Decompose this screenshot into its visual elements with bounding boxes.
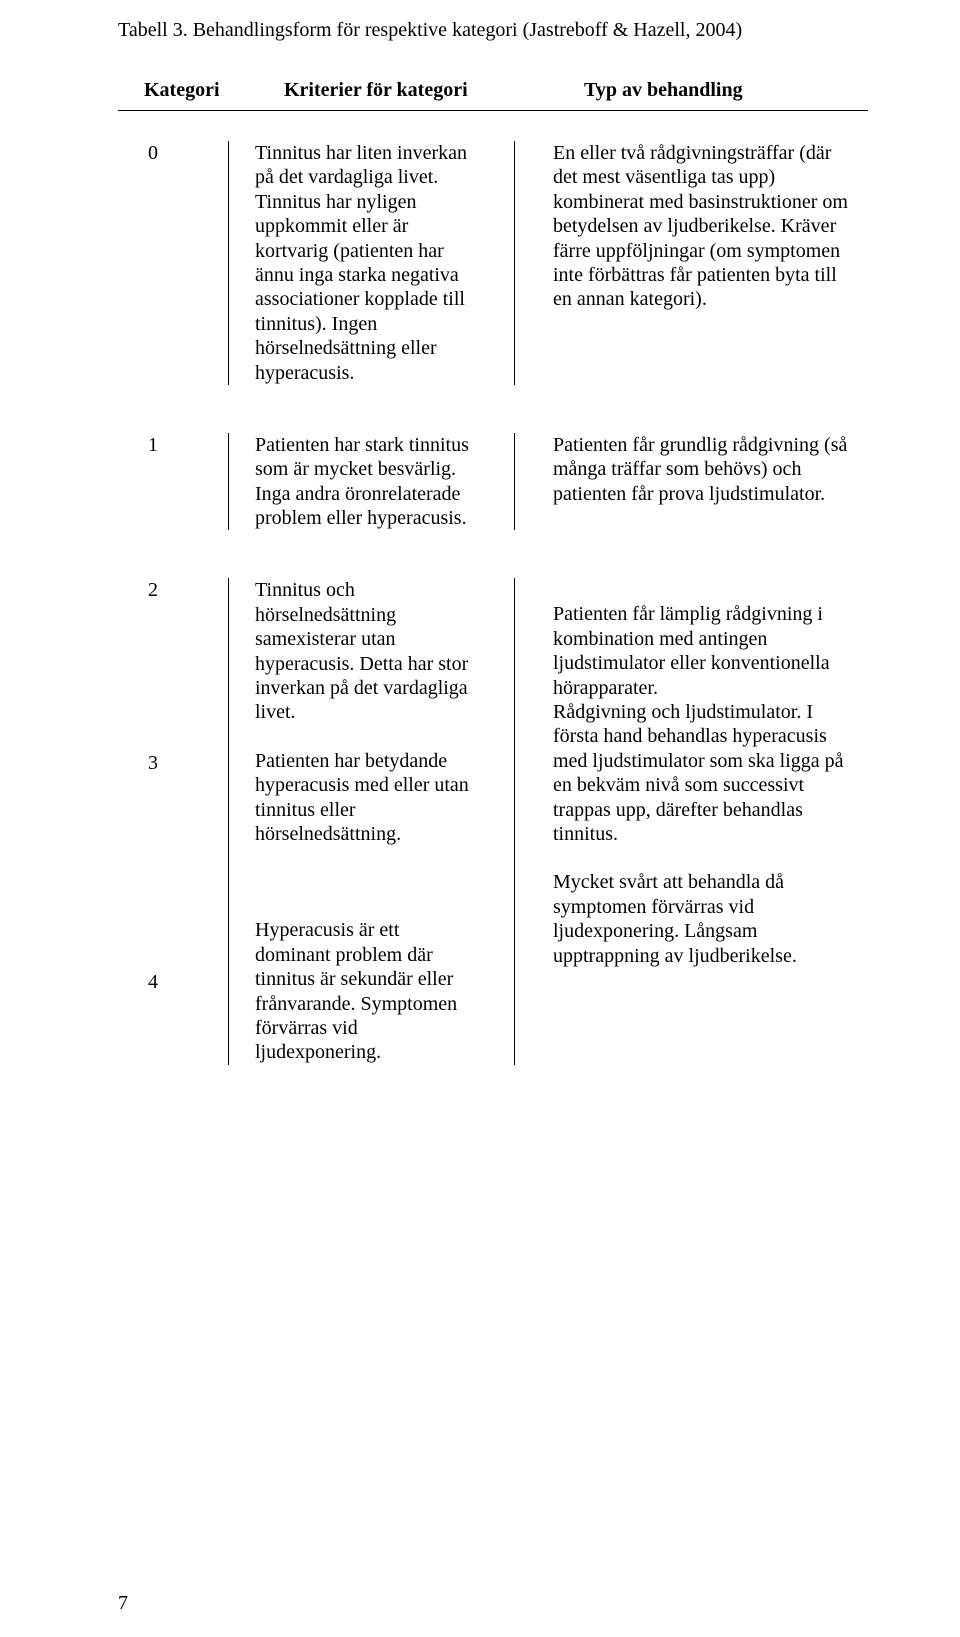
header-typ: Typ av behandling — [584, 79, 868, 102]
cell-kategori: 1 — [118, 433, 228, 531]
cell-kategori: 2 3 4 — [118, 578, 228, 1064]
table-header-row: Kategori Kriterier för kategori Typ av b… — [118, 79, 868, 111]
header-kriterier: Kriterier för kategori — [284, 79, 584, 102]
cell-typ: En eller två rådgivningsträffar (där det… — [514, 141, 868, 385]
kriterier-text: Tinnitus och hörselnedsättning samexiste… — [255, 578, 476, 724]
table-body: 0 Tinnitus har liten inverkan på det var… — [118, 141, 868, 1065]
kriterier-text: Patienten har stark tinnitus som är myck… — [255, 433, 476, 531]
cell-typ: Patienten får grundlig rådgivning (så må… — [514, 433, 868, 531]
kriterier-text: Patienten har betydande hyperacusis med … — [255, 749, 476, 847]
typ-text: Patienten får lämplig rådgivning i kombi… — [553, 602, 858, 700]
cell-kriterier: Patienten har stark tinnitus som är myck… — [228, 433, 514, 531]
table-caption: Tabell 3. Behandlingsform för respektive… — [118, 18, 868, 43]
typ-text: Rådgivning och ljudstimulator. I första … — [553, 700, 858, 846]
kategori-number: 4 — [148, 970, 228, 995]
typ-text: En eller två rådgivningsträffar (där det… — [553, 141, 858, 312]
cell-kriterier: Tinnitus har liten inverkan på det varda… — [228, 141, 514, 385]
kategori-number: 2 — [148, 578, 228, 603]
table-row: 0 Tinnitus har liten inverkan på det var… — [118, 141, 868, 385]
typ-text: Patienten får grundlig rådgivning (så må… — [553, 433, 858, 506]
cell-typ: Patienten får lämplig rådgivning i kombi… — [514, 578, 868, 1064]
cell-kategori: 0 — [118, 141, 228, 385]
kategori-number: 0 — [148, 141, 228, 166]
typ-text: Mycket svårt att behandla då symptomen f… — [553, 870, 858, 968]
kategori-number: 1 — [148, 433, 228, 458]
cell-kriterier: Tinnitus och hörselnedsättning samexiste… — [228, 578, 514, 1064]
header-kategori: Kategori — [144, 79, 284, 102]
kriterier-text: Hyperacusis är ett dominant problem där … — [255, 918, 476, 1064]
table-row: 1 Patienten har stark tinnitus som är my… — [118, 433, 868, 531]
page: Tabell 3. Behandlingsform för respektive… — [0, 0, 960, 1637]
kategori-number: 3 — [148, 751, 228, 776]
table-row: 2 3 4 Tinnitus och hörselnedsättning sam… — [118, 578, 868, 1064]
page-number: 7 — [118, 1592, 128, 1615]
kriterier-text: Tinnitus har liten inverkan på det varda… — [255, 141, 476, 385]
